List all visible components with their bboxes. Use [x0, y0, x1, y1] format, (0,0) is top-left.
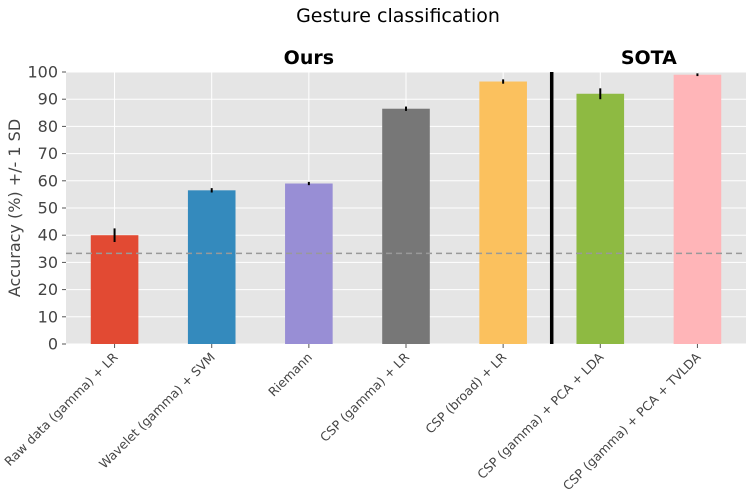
bars [90, 73, 722, 345]
y-tick-label: 10 [38, 307, 58, 326]
bar [285, 183, 333, 344]
bar [576, 93, 625, 344]
y-tick-label: 50 [38, 199, 58, 218]
bar [187, 190, 236, 344]
bar [479, 81, 527, 345]
y-tick-label: 80 [38, 117, 58, 136]
x-tick-label: CSP (broad) + LR [422, 349, 509, 436]
y-tick-label: 60 [38, 171, 58, 190]
y-tick-label: 90 [38, 90, 58, 109]
bar [90, 235, 139, 344]
x-tick-label: Wavelet (gamma) + SVM [96, 350, 218, 472]
y-ticks: 0 10 20 30 40 50 60 70 80 90 100 [27, 63, 66, 354]
y-tick-label: 20 [38, 280, 58, 299]
x-tick-label: Riemann [265, 350, 315, 400]
x-tick-label: CSP (gamma) + LR [317, 349, 412, 444]
y-tick-label: 30 [38, 253, 58, 272]
y-axis-label: Accuracy (%) +/- 1 SD [5, 119, 24, 297]
y-tick-label: 100 [27, 63, 58, 82]
y-tick-label: 0 [48, 335, 58, 354]
y-tick-label: 40 [38, 226, 58, 245]
bar [382, 108, 430, 344]
bar [673, 74, 722, 344]
group-label-sota: SOTA [621, 47, 677, 69]
chart-title: Gesture classification [296, 5, 500, 27]
y-tick-label: 70 [38, 144, 58, 163]
x-tick-label: Raw data (gamma) + LR [1, 349, 121, 469]
group-label-ours: Ours [284, 47, 334, 69]
